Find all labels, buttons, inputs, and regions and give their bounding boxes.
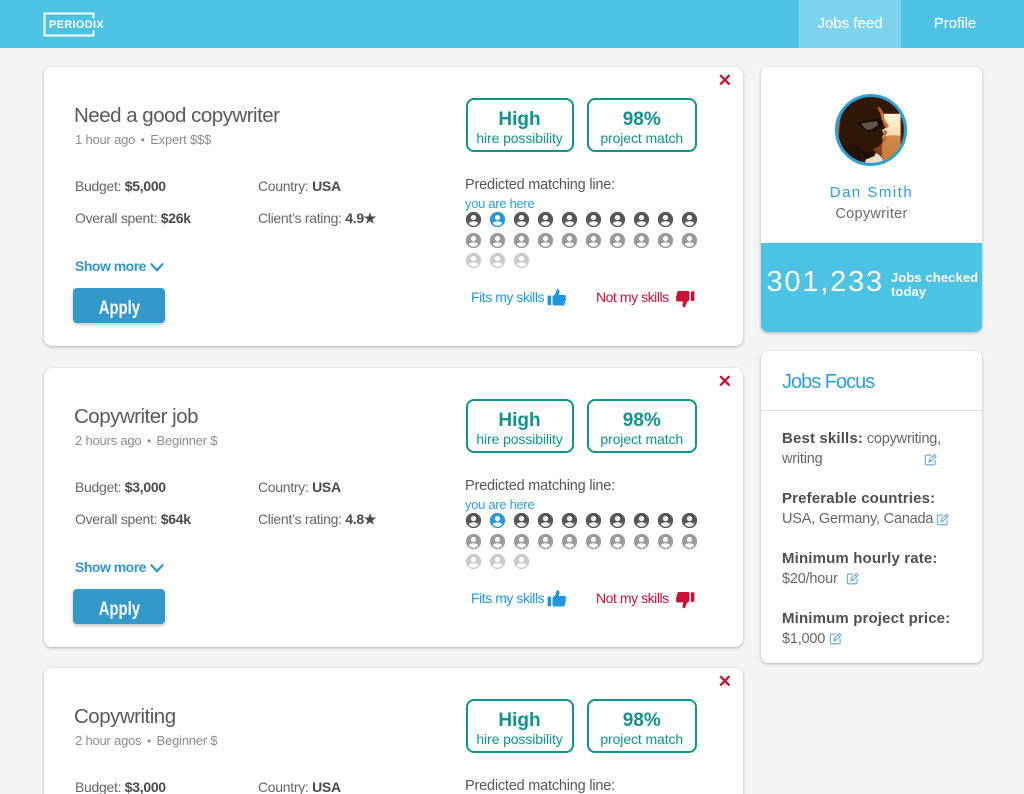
svg-text:PERIODIX: PERIODIX — [49, 19, 104, 31]
